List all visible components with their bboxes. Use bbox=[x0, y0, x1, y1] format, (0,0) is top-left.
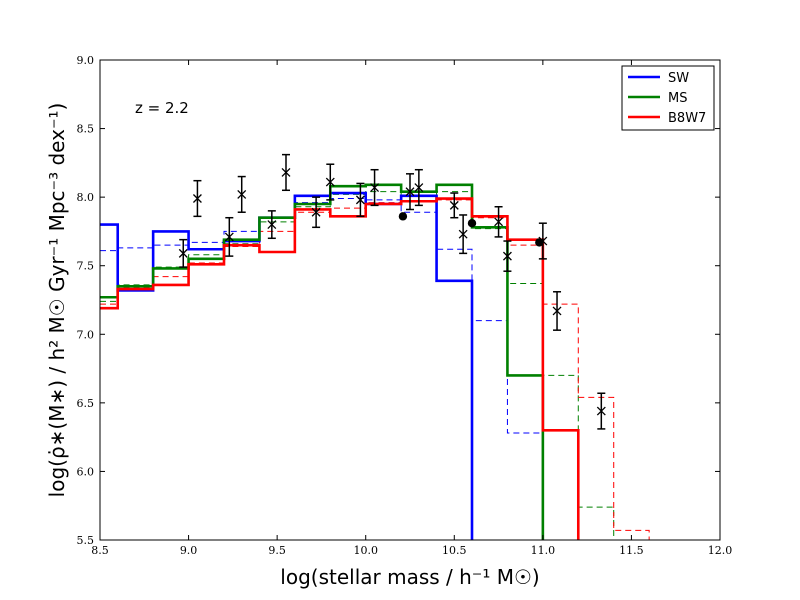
y-tick-label: 5.5 bbox=[77, 534, 95, 547]
observation-errorbar-point bbox=[237, 175, 247, 213]
axis-ticks: 8.5 9.0 9.5 10.0 10.5 11.0 11.5 12.0 5.5 6.0 6.5 7.… bbox=[77, 54, 733, 557]
observation-errorbar-point bbox=[405, 173, 415, 211]
observation-errorbar-point bbox=[502, 240, 512, 272]
observation-errorbar-point bbox=[494, 205, 504, 238]
y-tick-label: 8.0 bbox=[77, 191, 95, 204]
x-tick-label: 11.0 bbox=[531, 544, 556, 557]
y-tick-label: 6.5 bbox=[77, 397, 95, 410]
legend-label-b8w7: B8W7 bbox=[668, 111, 706, 126]
observations-layer bbox=[178, 153, 606, 430]
series-layer bbox=[100, 183, 650, 540]
legend-label-sw: SW bbox=[668, 71, 689, 86]
observation-errorbar-point bbox=[414, 168, 424, 207]
observation-errorbar-point bbox=[449, 192, 459, 219]
y-axis-label: log(ρ̇∗(M∗) / h² M☉ Gyr⁻¹ Mpc⁻³ dex⁻¹) bbox=[45, 103, 69, 498]
redshift-annotation: z = 2.2 bbox=[135, 99, 189, 117]
plot-area bbox=[100, 60, 720, 540]
observation-errorbar-point bbox=[192, 179, 202, 218]
observation-dot bbox=[535, 238, 544, 247]
observation-errorbar-point bbox=[370, 168, 380, 207]
x-tick-label: 9.5 bbox=[268, 544, 286, 557]
observation-errorbar-point bbox=[458, 214, 468, 255]
observation-errorbar-point bbox=[178, 238, 188, 268]
y-tick-label: 7.5 bbox=[77, 260, 95, 273]
y-tick-label: 8.5 bbox=[77, 123, 95, 136]
legend-label-ms: MS bbox=[668, 91, 687, 106]
observation-dot bbox=[398, 212, 408, 221]
x-tick-label: 12.0 bbox=[708, 544, 733, 557]
observation-errorbar-point bbox=[311, 196, 321, 229]
y-tick-label: 7.0 bbox=[77, 328, 95, 341]
x-tick-label: 10.5 bbox=[442, 544, 467, 557]
observation-errorbar-point bbox=[325, 163, 335, 201]
observation-errorbar-point bbox=[224, 216, 234, 257]
plot-frame bbox=[99, 59, 721, 541]
x-tick-label: 10.0 bbox=[353, 544, 378, 557]
x-tick-label: 9.0 bbox=[180, 544, 198, 557]
observation-errorbar-point bbox=[596, 392, 606, 430]
x-tick-label: 11.5 bbox=[619, 544, 644, 557]
observation-dot bbox=[467, 219, 477, 228]
y-tick-label: 9.0 bbox=[77, 54, 95, 67]
observation-errorbar-point bbox=[552, 291, 562, 331]
series-b8w7-line bbox=[100, 197, 580, 540]
plot-background bbox=[100, 60, 720, 540]
x-axis-label: log(stellar mass / h⁻¹ M☉) bbox=[280, 565, 539, 589]
x-tick-label: 8.5 bbox=[91, 544, 109, 557]
y-tick-label: 6.0 bbox=[77, 465, 95, 478]
observation-errorbar-point bbox=[355, 182, 365, 218]
observation-errorbar-point bbox=[281, 153, 291, 192]
observation-errorbar-point bbox=[267, 210, 277, 240]
legend: SW MS B8W7 bbox=[621, 65, 715, 131]
